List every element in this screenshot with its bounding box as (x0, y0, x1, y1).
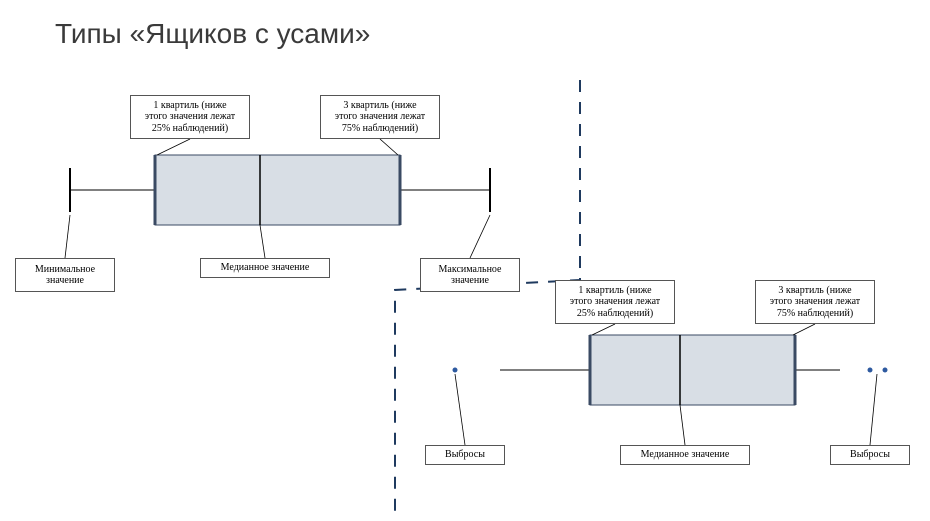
callout-line (157, 139, 190, 155)
label-max_1: Максимальное значение (420, 258, 520, 292)
label-min_1: Минимальное значение (15, 258, 115, 292)
label-q3_top_2: 3 квартиль (ниже этого значения лежат 75… (755, 280, 875, 324)
callout-line (870, 374, 877, 445)
outlier-point (883, 368, 888, 373)
callout-line (592, 324, 615, 335)
label-q3_top_1: 3 квартиль (ниже этого значения лежат 75… (320, 95, 440, 139)
callout-line (793, 324, 815, 335)
callout-line (680, 405, 685, 445)
outlier-point (453, 368, 458, 373)
callout-line (260, 225, 265, 258)
outlier-point (868, 368, 873, 373)
callout-line (65, 215, 70, 258)
label-out_r: Выбросы (830, 445, 910, 465)
label-med_1: Медианное значение (200, 258, 330, 278)
label-med_2: Медианное значение (620, 445, 750, 465)
callout-line (455, 374, 465, 445)
label-q1_top_1: 1 квартиль (ниже этого значения лежат 25… (130, 95, 250, 139)
label-out_l: Выбросы (425, 445, 505, 465)
callout-line (470, 215, 490, 258)
label-q1_top_2: 1 квартиль (ниже этого значения лежат 25… (555, 280, 675, 324)
callout-line (380, 139, 398, 155)
